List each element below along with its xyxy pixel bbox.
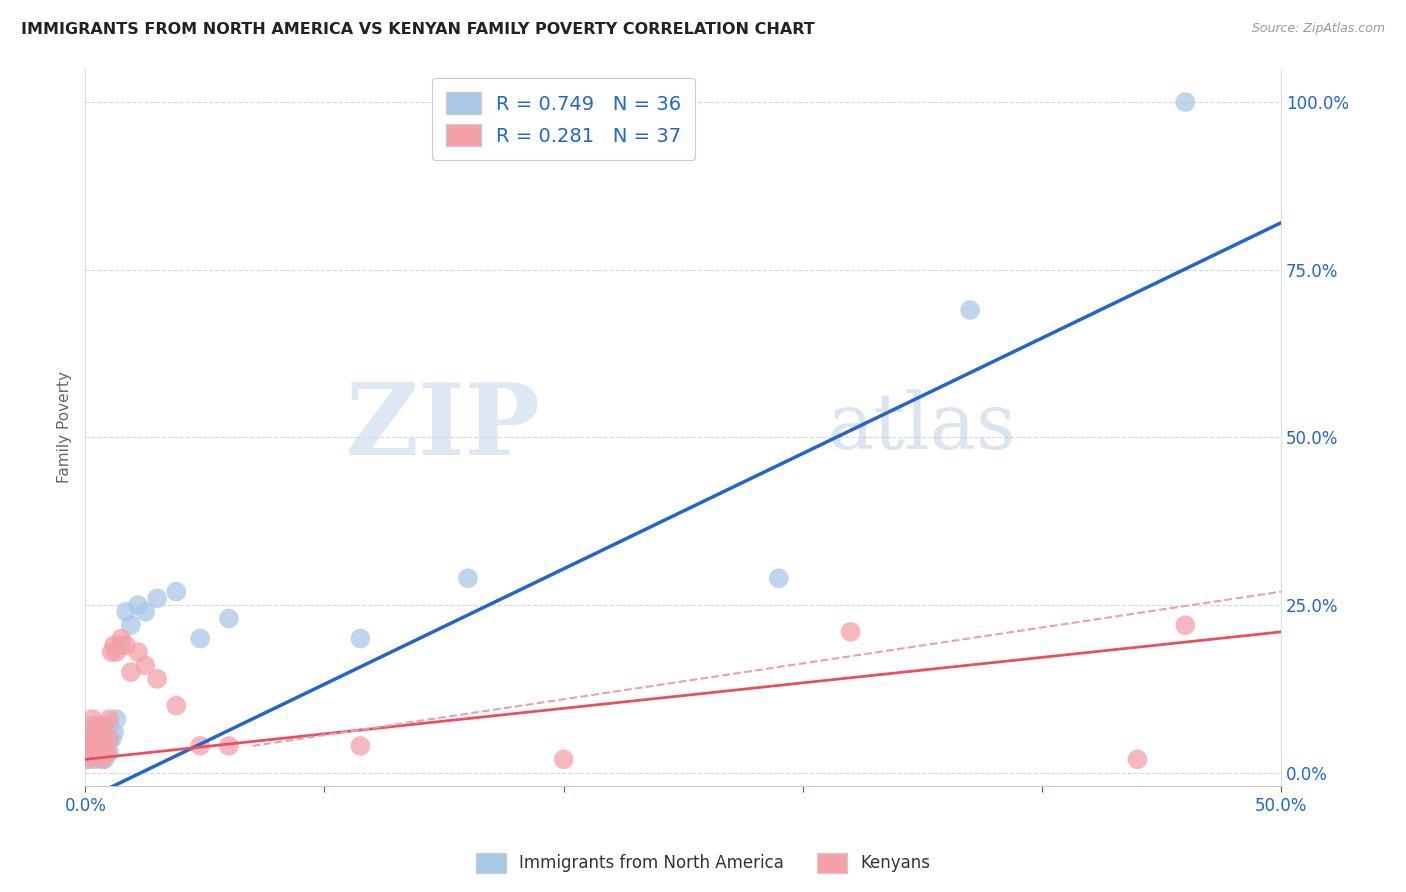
Point [96, 739, 118, 753]
Point [768, 571, 790, 585]
Point [76, 752, 98, 766]
Point [188, 739, 211, 753]
Point [91, 725, 114, 739]
Point [82, 732, 104, 747]
Point [89, 739, 111, 753]
Point [110, 638, 132, 652]
Point [1174, 95, 1197, 109]
Point [79, 739, 101, 753]
Point [82, 712, 104, 726]
Point [84, 752, 107, 766]
Point [98, 719, 121, 733]
Point [84, 732, 107, 747]
Point [89, 725, 111, 739]
Point [146, 672, 169, 686]
Point [1126, 752, 1149, 766]
Point [93, 739, 115, 753]
Text: Source: ZipAtlas.com: Source: ZipAtlas.com [1251, 22, 1385, 36]
Point [188, 632, 211, 646]
Point [134, 605, 156, 619]
Y-axis label: Family Poverty: Family Poverty [58, 371, 72, 483]
Point [79, 725, 101, 739]
Point [91, 732, 114, 747]
Point [98, 732, 121, 747]
Point [457, 571, 479, 585]
Point [93, 732, 115, 747]
Point [82, 746, 104, 760]
Point [98, 712, 121, 726]
Point [1174, 618, 1197, 632]
Point [93, 752, 115, 766]
Point [134, 658, 156, 673]
Point [110, 632, 132, 646]
Point [103, 638, 125, 652]
Point [76, 752, 98, 766]
Point [959, 302, 981, 317]
Point [98, 746, 121, 760]
Point [349, 739, 371, 753]
Point [86, 725, 108, 739]
Point [120, 618, 142, 632]
Point [86, 739, 108, 753]
Point [120, 665, 142, 680]
Point [79, 746, 101, 760]
Point [218, 611, 240, 625]
Point [89, 746, 111, 760]
Point [82, 719, 104, 733]
Point [82, 725, 104, 739]
Text: IMMIGRANTS FROM NORTH AMERICA VS KENYAN FAMILY POVERTY CORRELATION CHART: IMMIGRANTS FROM NORTH AMERICA VS KENYAN … [21, 22, 815, 37]
Point [839, 624, 862, 639]
Point [165, 584, 187, 599]
Point [218, 739, 240, 753]
Legend: Immigrants from North America, Kenyans: Immigrants from North America, Kenyans [468, 847, 938, 880]
Point [105, 645, 128, 659]
Text: atlas: atlas [827, 390, 1015, 466]
Point [100, 732, 122, 747]
Point [93, 719, 115, 733]
Point [146, 591, 169, 606]
Legend: R = 0.749   N = 36, R = 0.281   N = 37: R = 0.749 N = 36, R = 0.281 N = 37 [432, 78, 695, 160]
Point [115, 605, 138, 619]
Point [103, 725, 125, 739]
Point [115, 638, 138, 652]
Point [79, 725, 101, 739]
Point [86, 746, 108, 760]
Point [84, 746, 107, 760]
Point [100, 645, 122, 659]
Point [91, 746, 114, 760]
Point [553, 752, 575, 766]
Point [105, 712, 128, 726]
Point [91, 752, 114, 766]
Point [89, 719, 111, 733]
Point [76, 732, 98, 747]
Point [165, 698, 187, 713]
Point [82, 739, 104, 753]
Text: ZIP: ZIP [344, 379, 540, 475]
Point [86, 719, 108, 733]
Point [127, 645, 149, 659]
Point [96, 746, 118, 760]
Point [349, 632, 371, 646]
Point [84, 732, 107, 747]
Point [127, 598, 149, 612]
